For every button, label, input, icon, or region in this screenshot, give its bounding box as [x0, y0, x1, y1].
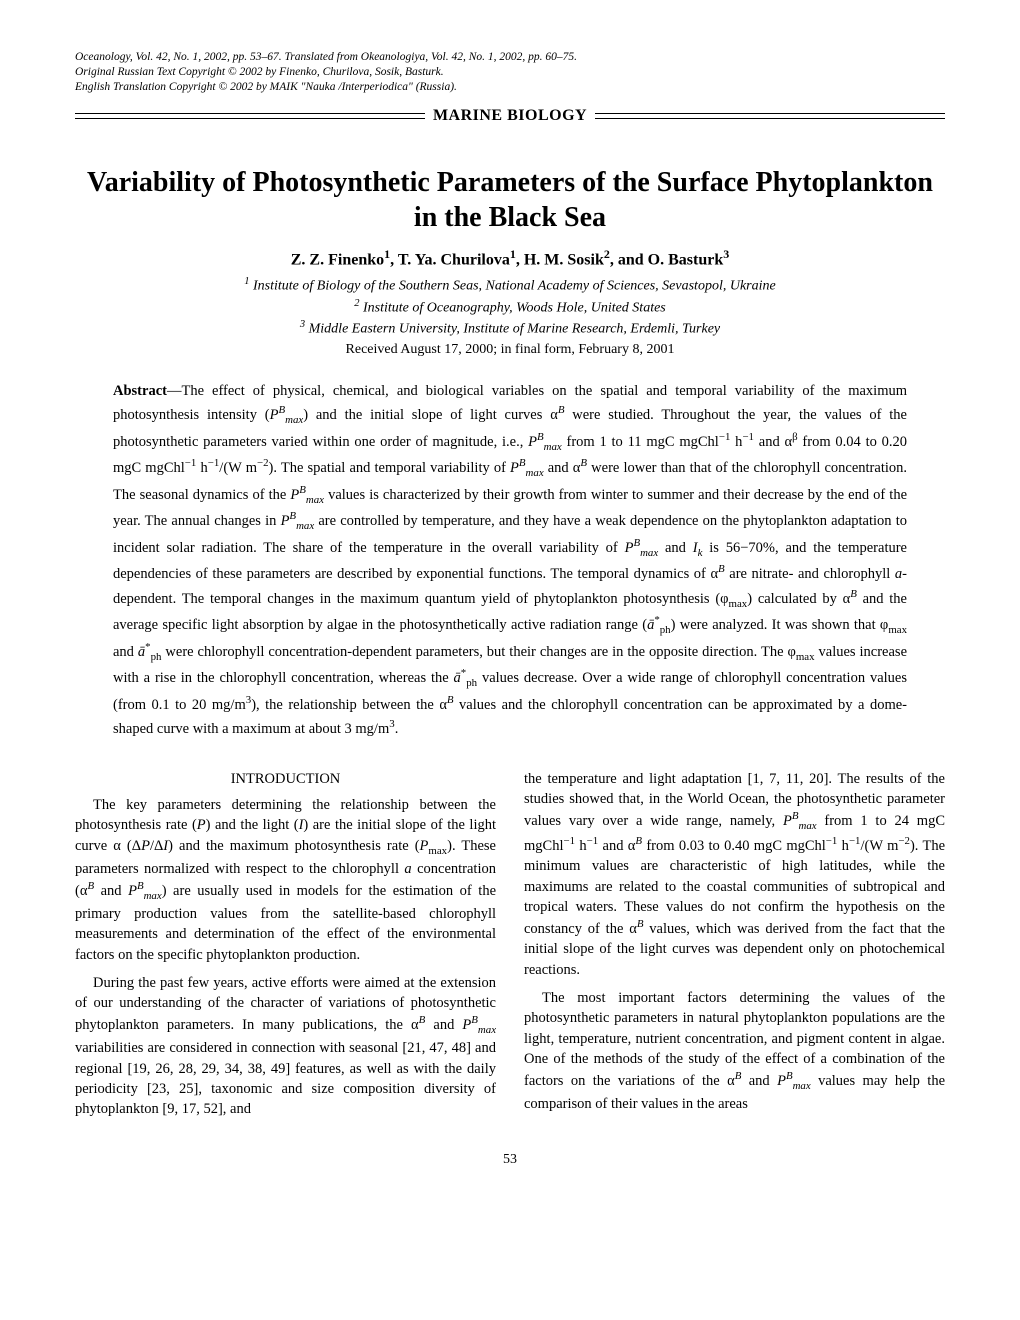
intro-heading: INTRODUCTION: [75, 769, 496, 789]
affiliations: 1 Institute of Biology of the Southern S…: [75, 275, 945, 340]
abstract-label: Abstract: [113, 383, 167, 399]
col1-p1: The key parameters determining the relat…: [75, 795, 496, 965]
column-right: the temperature and light adaptation [1,…: [524, 769, 945, 1128]
authors: Z. Z. Finenko1, T. Ya. Churilova1, H. M.…: [75, 247, 945, 269]
col2-p2: The most important factors determining t…: [524, 988, 945, 1114]
received-date: Received August 17, 2000; in final form,…: [75, 342, 945, 358]
journal-meta: Oceanology, Vol. 42, No. 1, 2002, pp. 53…: [75, 50, 945, 95]
page-number: 53: [75, 1152, 945, 1168]
section-divider: MARINE BIOLOGY: [75, 107, 945, 125]
affiliation-2: 2 Institute of Oceanography, Woods Hole,…: [75, 297, 945, 319]
affiliation-1: 1 Institute of Biology of the Southern S…: [75, 275, 945, 297]
abstract: Abstract—The effect of physical, chemica…: [113, 380, 907, 741]
divider-line-left: [75, 113, 425, 119]
abstract-body: —The effect of physical, chemical, and b…: [113, 383, 907, 738]
meta-line-1: Oceanology, Vol. 42, No. 1, 2002, pp. 53…: [75, 50, 945, 65]
col2-p1: the temperature and light adaptation [1,…: [524, 769, 945, 980]
article-title: Variability of Photosynthetic Parameters…: [75, 165, 945, 235]
meta-line-3: English Translation Copyright © 2002 by …: [75, 80, 945, 95]
divider-line-right: [595, 113, 945, 119]
body-columns: INTRODUCTION The key parameters determin…: [75, 769, 945, 1128]
affiliation-3: 3 Middle Eastern University, Institute o…: [75, 318, 945, 340]
col1-p2: During the past few years, active effort…: [75, 973, 496, 1120]
meta-line-2: Original Russian Text Copyright © 2002 b…: [75, 65, 945, 80]
column-left: INTRODUCTION The key parameters determin…: [75, 769, 496, 1128]
section-label: MARINE BIOLOGY: [425, 107, 595, 125]
